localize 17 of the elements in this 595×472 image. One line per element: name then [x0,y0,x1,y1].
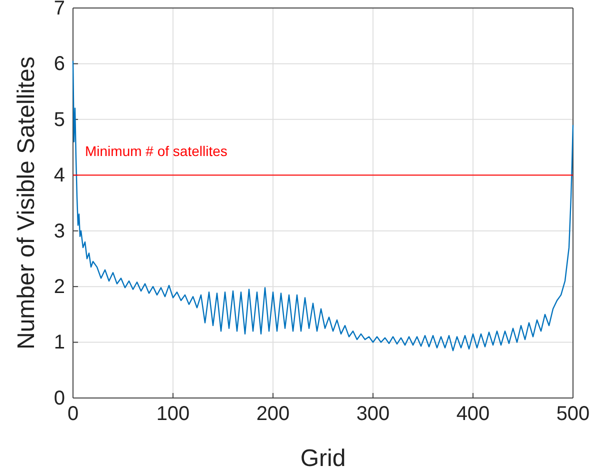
ref-line-label: Minimum # of satellites [85,143,228,160]
y-tick-label: 0 [54,387,65,410]
y-tick-label: 4 [54,164,65,187]
y-tick-label: 6 [54,53,65,76]
x-tick-label: 500 [556,403,590,426]
x-axis-title: Grid [300,445,346,472]
y-tick-label: 3 [54,220,65,242]
y-tick-label: 1 [54,332,65,354]
x-tick-label: 200 [256,403,290,426]
x-tick-label: 400 [456,403,490,426]
y-axis-title: Number of Visible Satellites [13,56,40,350]
x-tick-label: 100 [156,403,190,426]
line-series [72,60,574,352]
y-tick-label: 7 [54,0,65,20]
y-tick-label: 5 [54,108,65,131]
y-tick-label: 2 [54,276,65,298]
x-tick-label: 300 [356,403,390,426]
